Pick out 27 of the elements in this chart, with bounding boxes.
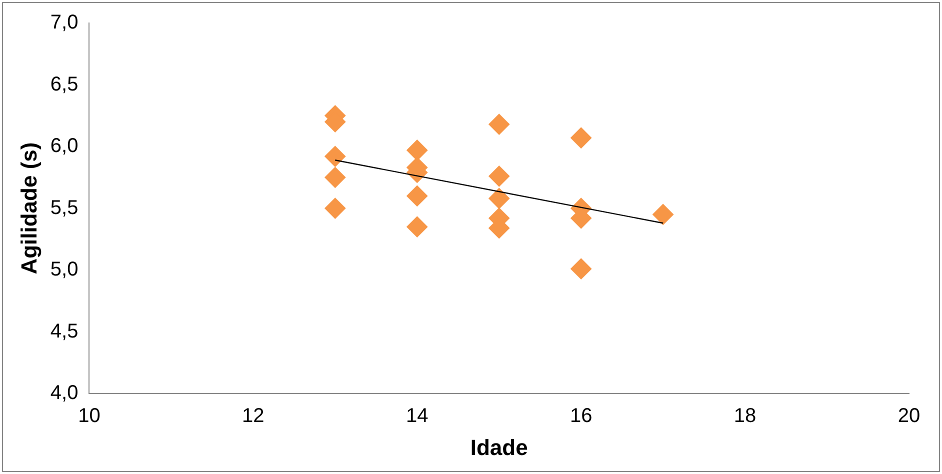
- point: [406, 185, 428, 206]
- point: [324, 146, 346, 167]
- y-tick-label: 7,0: [50, 12, 78, 34]
- y-tick-label: 6,0: [50, 135, 78, 158]
- y-tick-label: 5,0: [50, 258, 78, 281]
- point: [570, 127, 592, 148]
- y-tick-label: 6,5: [50, 73, 78, 96]
- point: [406, 140, 428, 161]
- point: [406, 216, 428, 238]
- x-tick-label: 14: [406, 405, 428, 428]
- point: [488, 114, 510, 135]
- x-tick-label: 18: [734, 405, 756, 428]
- point: [324, 198, 346, 219]
- x-tick-label: 10: [78, 405, 100, 428]
- y-tick-label: 5,5: [50, 196, 78, 219]
- x-tick-label: 20: [898, 405, 920, 428]
- point: [488, 188, 510, 209]
- point: [324, 166, 346, 188]
- x-tick-label: 12: [242, 405, 264, 428]
- y-axis-title: Agilidade (s): [16, 142, 42, 274]
- x-axis-title: Idade: [470, 434, 528, 460]
- point: [570, 258, 592, 280]
- y-tick-label: 4,0: [50, 382, 78, 404]
- point: [652, 204, 674, 225]
- y-tick-label: 4,5: [50, 320, 78, 342]
- x-tick-label: 16: [570, 405, 592, 428]
- point: [488, 166, 510, 187]
